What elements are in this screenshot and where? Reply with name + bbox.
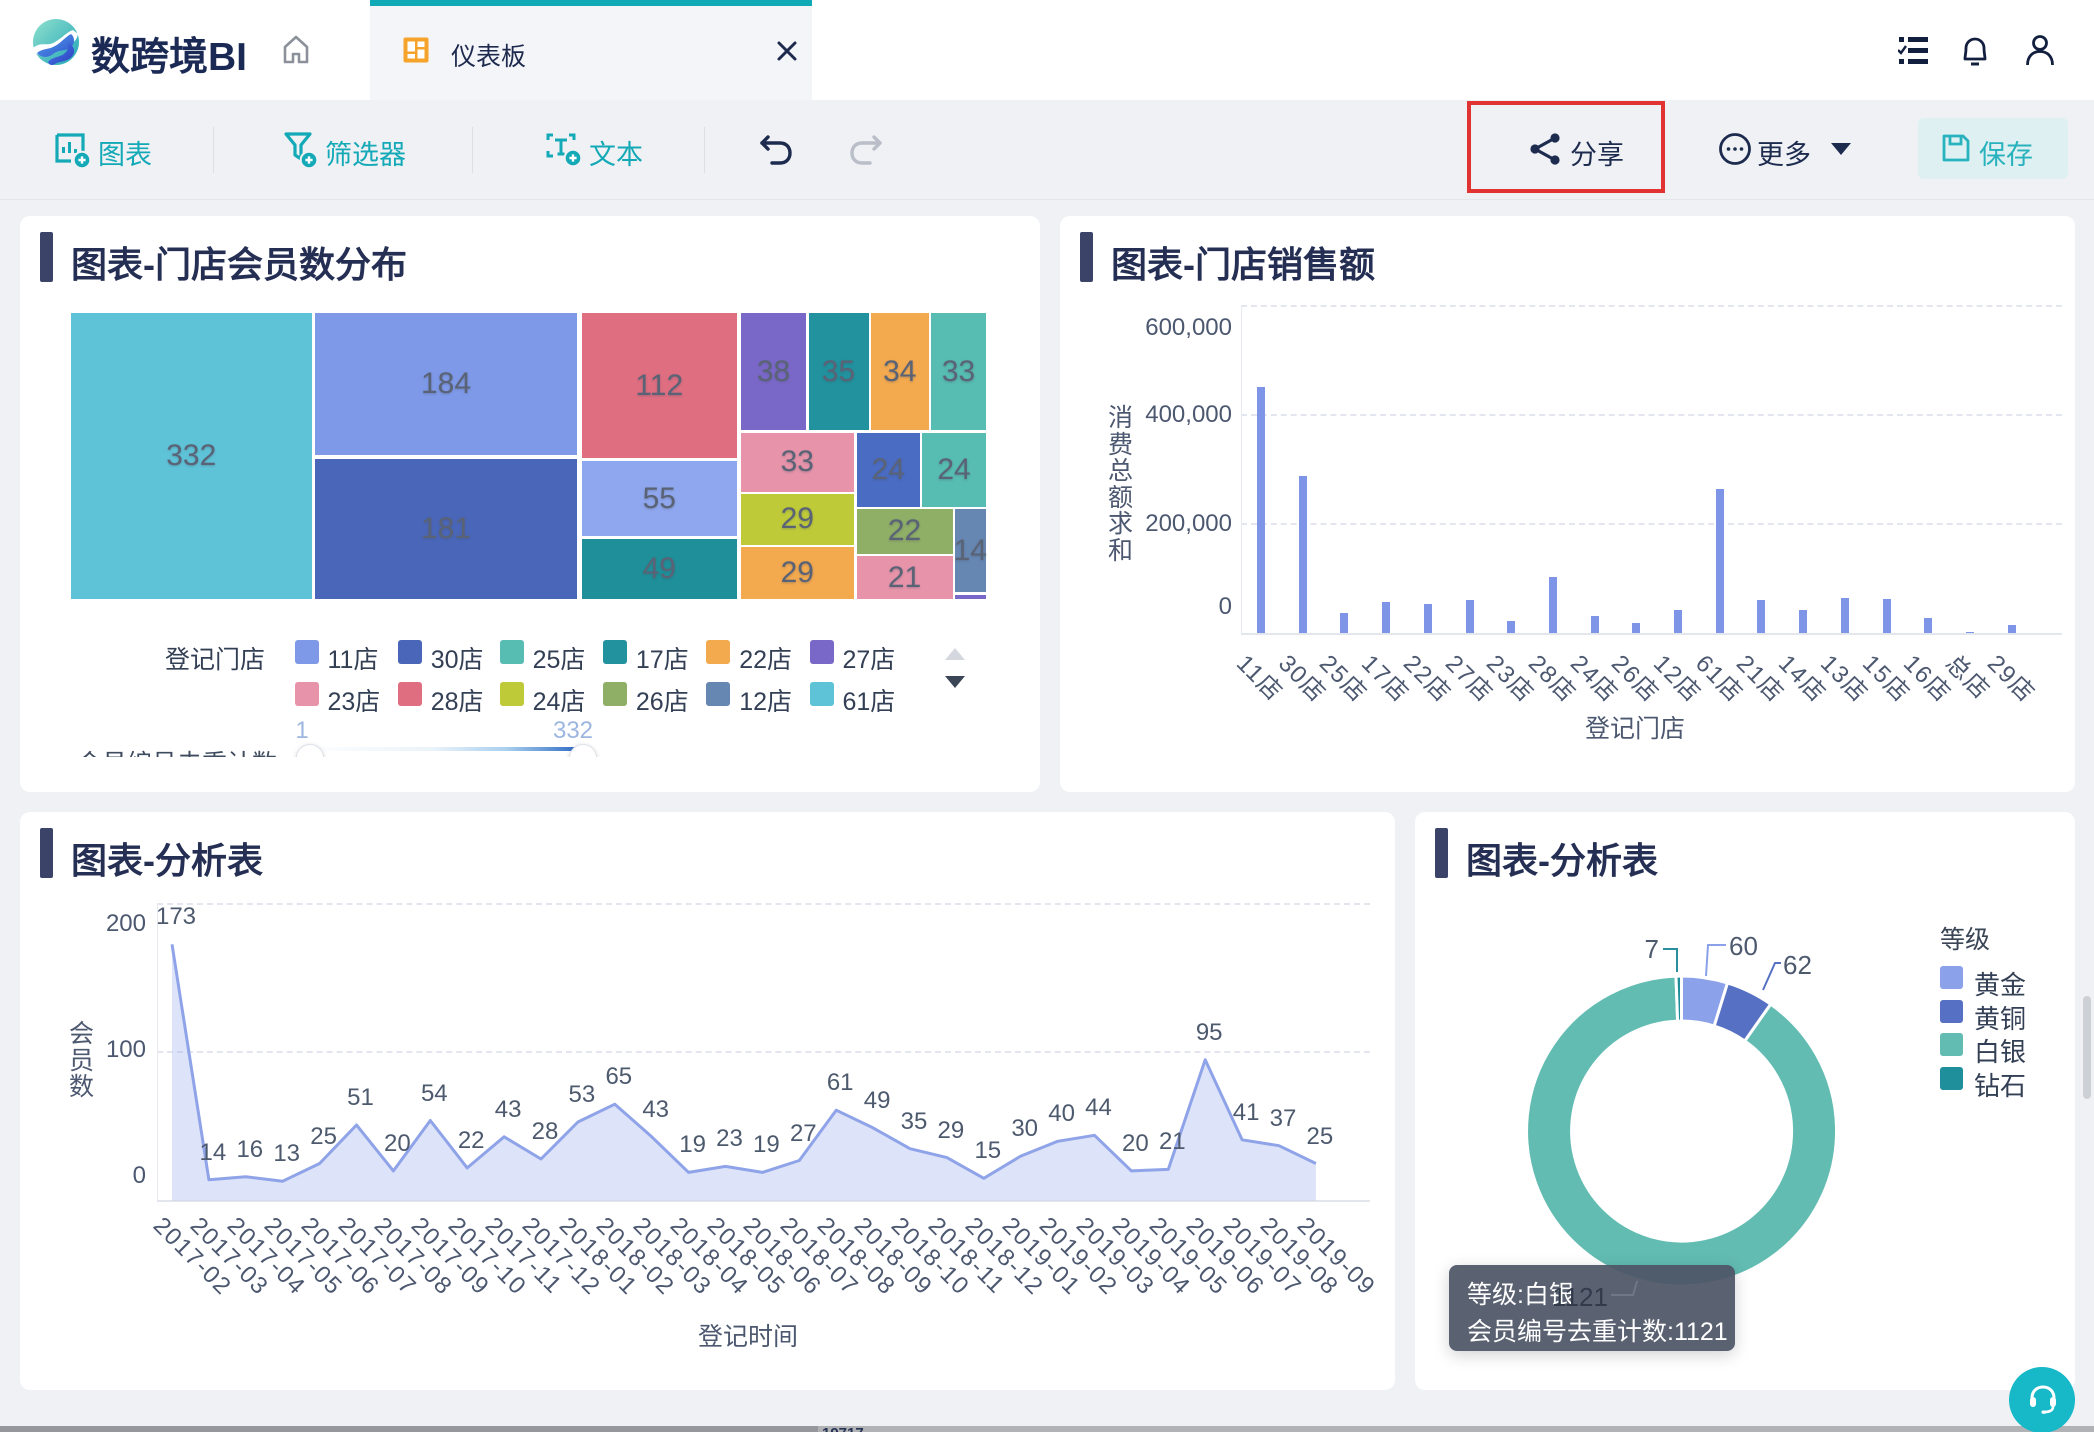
svg-text:62: 62 [1783, 950, 1812, 980]
svg-text:1121: 1121 [1552, 1282, 1608, 1312]
svg-text:7: 7 [1645, 934, 1659, 964]
svg-text:60: 60 [1729, 931, 1758, 961]
